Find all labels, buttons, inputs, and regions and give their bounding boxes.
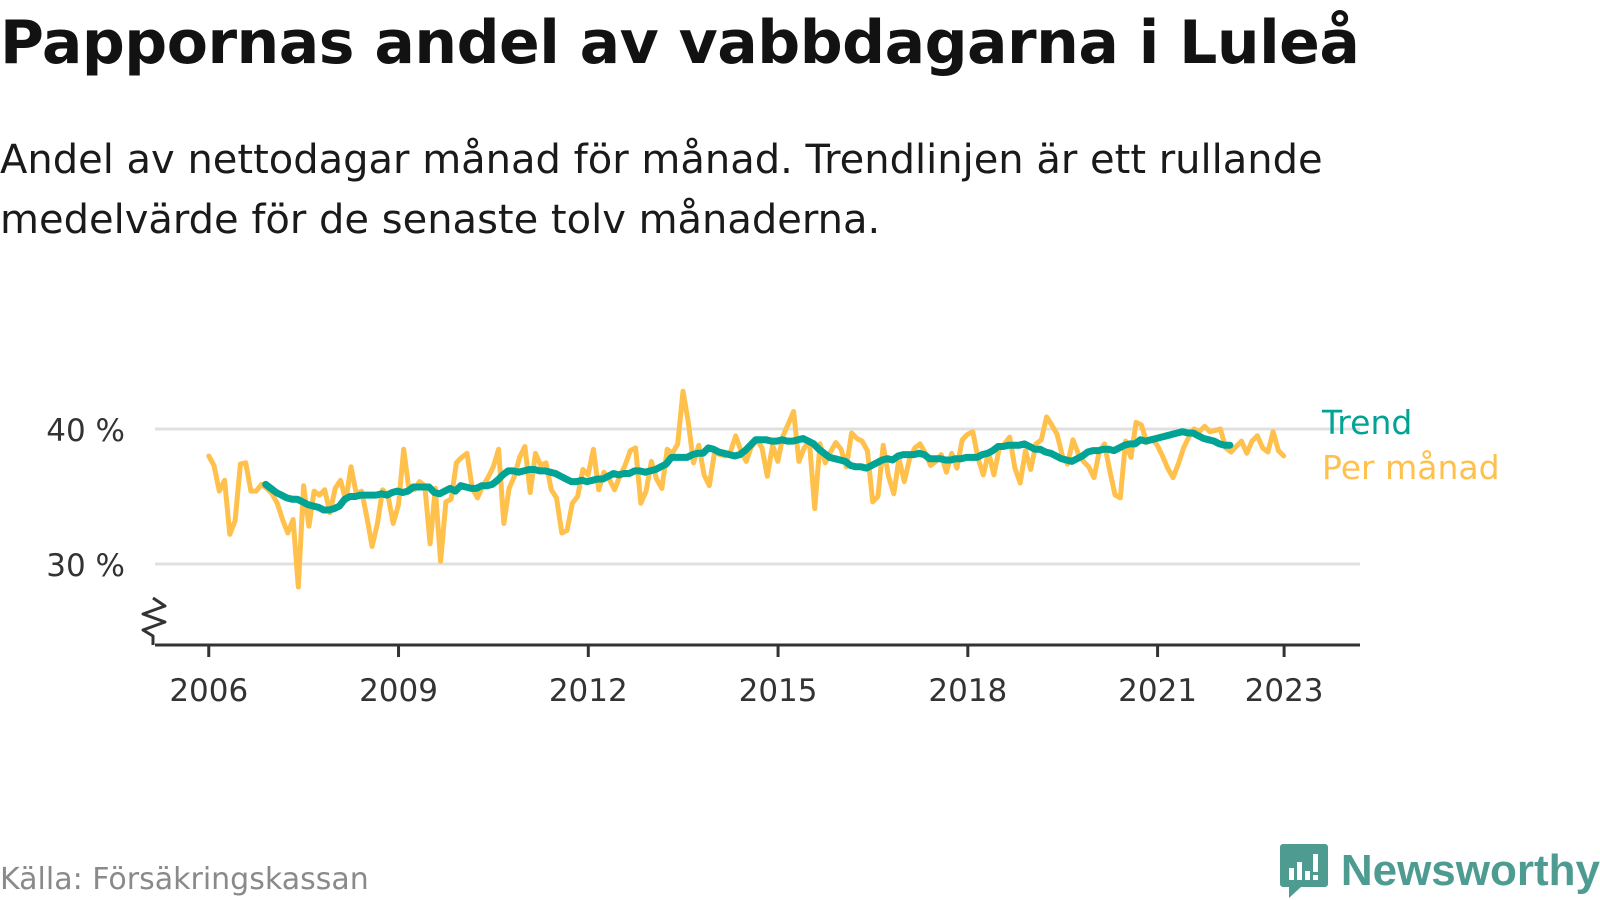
chart-subtitle: Andel av nettodagar månad för månad. Tre… [0,137,1323,243]
source-note: Källa: Försäkringskassan [0,862,369,897]
legend: Trend Per månad [1321,403,1500,487]
newsworthy-logo-text: Newsworthy [1340,846,1600,895]
legend-label-trend: Trend [1321,403,1412,442]
x-tick-label: 2015 [739,673,818,709]
y-tick-label: 40 % [46,413,125,449]
x-tick-label: 2018 [928,673,1007,709]
newsworthy-logo-icon [1279,844,1328,898]
axes: 30 % 40 % 2006 2009 2012 2015 2018 2021 2023 [46,413,1360,709]
chart-title: Pappornas andel av vabbdagarna i Luleå [0,8,1360,78]
x-tick-label: 2023 [1245,673,1324,709]
series-line-per-manad [206,388,1287,590]
gridlines [155,427,1360,566]
series-lines [206,388,1287,590]
x-tick-label: 2006 [169,673,248,709]
y-tick-label: 30 % [46,548,125,584]
legend-label-per-manad: Per månad [1322,448,1500,487]
line-chart: 30 % 40 % 2006 2009 2012 2015 2018 2021 2023 Tre… [46,388,1500,709]
series-line-trend [262,428,1234,514]
x-tick-label: 2009 [359,673,438,709]
newsworthy-logo: Newsworthy [1279,842,1600,900]
x-tick-label: 2021 [1118,673,1197,709]
x-tick-label: 2012 [549,673,628,709]
y-axis-break [141,596,167,645]
